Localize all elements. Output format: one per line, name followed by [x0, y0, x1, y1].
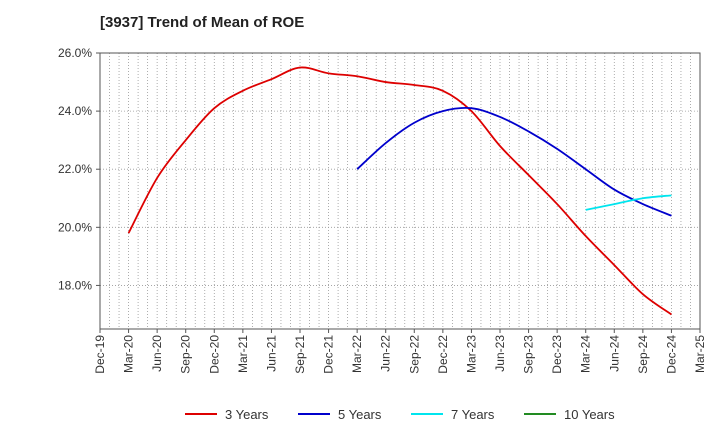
legend-label-3-years: 3 Years: [225, 407, 269, 422]
legend-label-7-years: 7 Years: [451, 407, 495, 422]
x-tick-label: Dec-24: [664, 335, 678, 374]
chart-title: [3937] Trend of Mean of ROE: [100, 14, 305, 31]
x-axis: Dec-19 Mar-20 Jun-20 Sep-20 Dec-20 Mar-21 Jun-…: [93, 329, 707, 374]
plot-frame: [99, 52, 701, 330]
x-tick-label: Mar-23: [464, 335, 478, 373]
x-tick-label: Jun-20: [150, 335, 164, 372]
x-tick-label: Sep-22: [407, 335, 421, 374]
series-line-3-years: [127, 66, 672, 316]
y-tick-label: 20.0%: [58, 220, 92, 234]
x-tick-label: Jun-22: [379, 335, 393, 372]
legend: 3 Years 5 Years 7 Years 10 Years: [185, 407, 615, 422]
x-tick-label: Jun-21: [264, 335, 278, 372]
x-tick-label: Mar-20: [122, 335, 136, 373]
x-tick-label: Dec-20: [207, 335, 221, 374]
series-layer: [127, 66, 672, 316]
x-tick-label: Mar-21: [236, 335, 250, 373]
x-tick-label: Jun-24: [607, 335, 621, 372]
y-axis: 18.0% 20.0% 22.0% 24.0% 26.0%: [58, 46, 100, 292]
x-tick-label: Mar-25: [693, 335, 707, 373]
x-tick-label: Dec-23: [550, 335, 564, 374]
y-tick-label: 18.0%: [58, 278, 92, 292]
x-tick-label: Sep-20: [179, 335, 193, 374]
x-tick-label: Dec-21: [322, 335, 336, 374]
x-tick-label: Dec-19: [93, 335, 107, 374]
series-line-5-years: [356, 107, 672, 217]
series-line-7-years: [585, 194, 672, 211]
y-tick-label: 22.0%: [58, 162, 92, 176]
legend-label-5-years: 5 Years: [338, 407, 382, 422]
x-tick-label: Jun-23: [493, 335, 507, 372]
x-tick-label: Sep-24: [636, 335, 650, 374]
x-tick-label: Sep-23: [522, 335, 536, 374]
x-tick-label: Sep-21: [293, 335, 307, 374]
y-tick-label: 26.0%: [58, 46, 92, 60]
x-tick-label: Mar-22: [350, 335, 364, 373]
x-tick-label: Mar-24: [579, 335, 593, 373]
plot-area: [100, 53, 700, 329]
y-tick-label: 24.0%: [58, 104, 92, 118]
grid-layer: [100, 52, 700, 329]
legend-label-10-years: 10 Years: [564, 407, 615, 422]
x-tick-label: Dec-22: [436, 335, 450, 374]
